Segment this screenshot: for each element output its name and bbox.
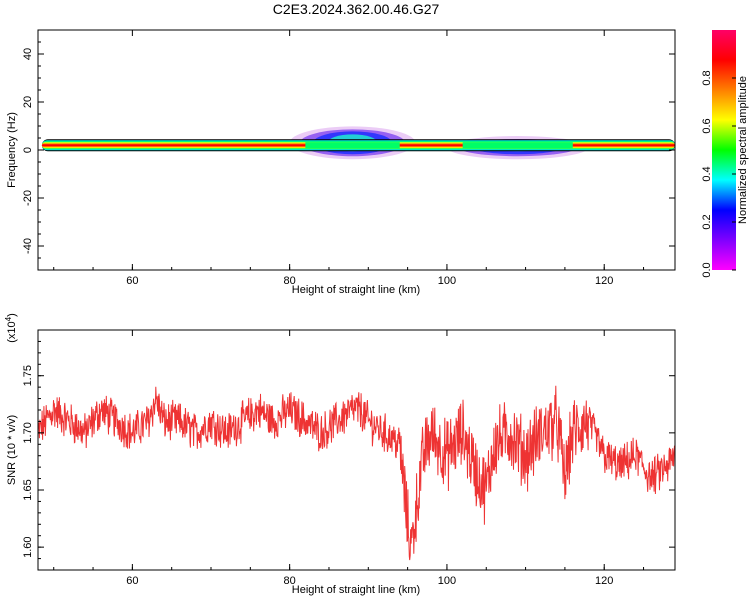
ridge-weak-segment	[462, 142, 573, 149]
spectrogram-x-tick-label: 60	[126, 275, 138, 287]
snr-line-area	[38, 385, 675, 561]
spectrogram-y-tick-label: -40	[22, 238, 34, 254]
spectrogram-panel: 60 80 100 120 -40 -20 0 20 40 Height of straigh…	[6, 29, 676, 296]
spectrogram-y-tick-label: -20	[22, 190, 34, 206]
spectrogram-x-label: Height of straight line (km)	[292, 284, 420, 296]
snr-y-tick-label: 1.65	[22, 479, 34, 500]
snr-y-tick-label: 1.70	[22, 422, 34, 443]
spectrogram-x-tick-label: 100	[438, 275, 456, 287]
spectrogram-y-ticks: -40 -20 0 20 40	[22, 29, 675, 271]
snr-x-ticks: 60 80 100 120	[53, 330, 645, 587]
colorbar-tick-label: 0.2	[701, 214, 713, 229]
colorbar: 0.0 0.2 0.4 0.6 0.8 Normalized spectral ampl…	[701, 30, 749, 278]
ridge-weak-segment	[305, 142, 400, 149]
snr-y-label: SNR (10 * v/v)	[6, 415, 18, 485]
spectrogram-x-tick-label: 120	[595, 275, 613, 287]
spectrogram-x-ticks: 60 80 100 120	[53, 30, 645, 287]
spectrogram-heatmap	[41, 126, 675, 160]
snr-x-tick-label: 100	[438, 575, 456, 587]
snr-y-multiplier: (x104)	[4, 313, 18, 343]
snr-series-line	[38, 385, 675, 561]
snr-x-label: Height of straight line (km)	[292, 584, 420, 596]
spectrogram-y-tick-label: 40	[22, 48, 34, 60]
colorbar-ticks: 0.0 0.2 0.4 0.6 0.8	[701, 70, 736, 278]
spectrogram-y-label: Frequency (Hz)	[6, 112, 18, 188]
colorbar-tick-label: 0.0	[701, 262, 713, 277]
colorbar-tick-label: 0.6	[701, 118, 713, 133]
colorbar-label: Normalized spectral amplitude	[737, 76, 749, 224]
colorbar-tick-label: 0.4	[701, 166, 713, 181]
figure-title: C2E3.2024.362.00.46.G27	[273, 1, 440, 17]
colorbar-tick-label: 0.8	[701, 70, 713, 85]
snr-y-ticks: 1.60 1.65 1.70 1.75	[22, 340, 675, 571]
snr-panel: 60 80 100 120 1.60 1.65 1.70 1.75 Height of st…	[4, 313, 676, 596]
spectrogram-x-tick-label: 80	[284, 275, 296, 287]
snr-x-tick-label: 80	[284, 575, 296, 587]
snr-x-tick-label: 60	[126, 575, 138, 587]
snr-y-tick-label: 1.60	[22, 536, 34, 557]
snr-x-tick-label: 120	[595, 575, 613, 587]
snr-frame	[37, 329, 676, 571]
spectrogram-y-tick-label: 0	[22, 147, 34, 153]
spectrogram-y-tick-label: 20	[22, 96, 34, 108]
snr-y-tick-label: 1.75	[22, 365, 34, 386]
colorbar-gradient	[712, 30, 736, 270]
